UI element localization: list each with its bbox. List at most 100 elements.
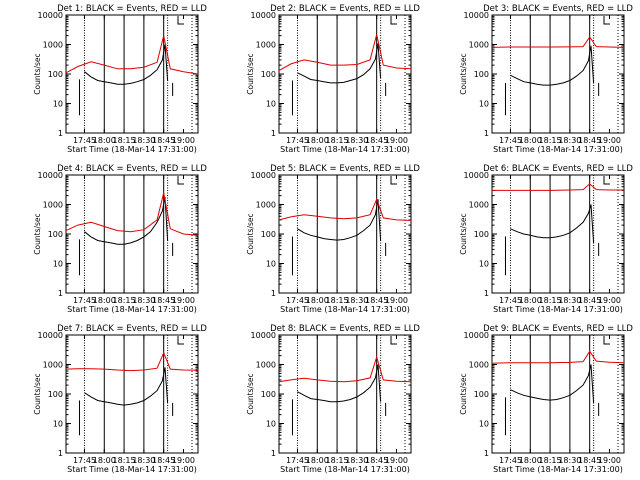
y-tick-label: 1 — [484, 449, 489, 458]
lld-series-line — [65, 35, 199, 75]
lld-series-line — [491, 350, 625, 364]
y-tick-label: 10000 — [464, 171, 489, 180]
bracket-marker — [390, 336, 397, 345]
plot-frame — [65, 174, 199, 294]
x-tick-label: 18:00 — [306, 136, 329, 145]
lld-series-line — [65, 192, 199, 236]
y-tick-label: 1 — [58, 449, 63, 458]
events-series-line — [510, 204, 595, 243]
x-tick-label: 19:00 — [385, 296, 408, 305]
y-tick-label: 100 — [261, 390, 276, 399]
lld-series-line — [492, 183, 624, 191]
y-axis-label: Counts/sec — [459, 373, 468, 414]
events-series-line — [510, 364, 595, 403]
y-tick-label: 1 — [484, 129, 489, 138]
x-tick-label: 19:00 — [172, 456, 195, 465]
y-tick-label: 10 — [266, 260, 276, 269]
plot-frame — [491, 14, 625, 134]
x-tick-label: 17:45 — [499, 456, 522, 465]
y-tick-label: 10000 — [251, 171, 276, 180]
y-tick-label: 1000 — [43, 201, 63, 210]
detector-panel: Det 1: BLACK = Events, RED = LLD 1 10 100 10… — [33, 4, 207, 154]
y-tick-label: 10 — [53, 420, 63, 429]
y-axis-label: Counts/sec — [33, 213, 42, 254]
detector-panel: Det 7: BLACK = Events, RED = LLD 1 10 100 10… — [33, 324, 207, 474]
events-series-line — [84, 367, 169, 406]
x-axis-label: Start Time (18-Mar-14 17:31:00) — [280, 305, 410, 314]
x-tick-label: 19:00 — [598, 296, 621, 305]
x-tick-label: 18:15 — [326, 456, 349, 465]
y-tick-label: 100 — [474, 390, 489, 399]
x-tick-label: 18:00 — [306, 456, 329, 465]
y-axis-label: Counts/sec — [33, 53, 42, 94]
y-tick-label: 1000 — [469, 201, 489, 210]
x-tick-label: 18:15 — [113, 456, 136, 465]
bracket-marker — [177, 16, 184, 25]
x-tick-label: 18:30 — [345, 296, 368, 305]
plot-frame — [278, 334, 412, 454]
x-axis-label: Start Time (18-Mar-14 17:31:00) — [67, 145, 197, 154]
x-tick-label: 17:45 — [73, 296, 96, 305]
bracket-marker — [390, 176, 397, 185]
x-tick-label: 17:45 — [73, 456, 96, 465]
detector-panel: Det 5: BLACK = Events, RED = LLD 1 10 100 10… — [246, 164, 420, 314]
x-tick-label: 18:30 — [132, 136, 155, 145]
y-tick-label: 100 — [48, 230, 63, 239]
x-tick-label: 18:00 — [519, 136, 542, 145]
x-tick-label: 17:45 — [499, 296, 522, 305]
x-axis-label: Start Time (18-Mar-14 17:31:00) — [280, 145, 410, 154]
x-tick-label: 18:30 — [558, 296, 581, 305]
y-tick-label: 10000 — [464, 331, 489, 340]
y-tick-label: 1 — [271, 129, 276, 138]
x-tick-label: 18:45 — [365, 296, 388, 305]
y-tick-label: 100 — [474, 230, 489, 239]
x-tick-label: 19:00 — [172, 136, 195, 145]
plot-frame — [491, 334, 625, 454]
panel-title: Det 3: BLACK = Events, RED = LLD — [483, 4, 633, 14]
events-series-line — [297, 43, 382, 84]
y-tick-label: 10 — [266, 100, 276, 109]
panel-title: Det 7: BLACK = Events, RED = LLD — [57, 324, 207, 334]
y-tick-label: 1000 — [256, 201, 276, 210]
y-tick-label: 10 — [53, 100, 63, 109]
x-tick-label: 19:00 — [598, 136, 621, 145]
x-axis-label: Start Time (18-Mar-14 17:31:00) — [493, 145, 623, 154]
x-tick-label: 18:30 — [558, 456, 581, 465]
panel-title: Det 8: BLACK = Events, RED = LLD — [270, 324, 420, 334]
events-series-line — [510, 45, 595, 86]
events-series-line — [297, 199, 382, 241]
plot-frame — [278, 174, 412, 294]
bracket-marker — [603, 16, 610, 25]
bracket-marker — [390, 16, 397, 25]
y-tick-label: 10000 — [251, 331, 276, 340]
y-tick-label: 10000 — [464, 11, 489, 20]
y-tick-label: 1000 — [43, 41, 63, 50]
y-tick-label: 1 — [58, 129, 63, 138]
x-tick-label: 18:15 — [326, 136, 349, 145]
x-tick-label: 18:15 — [113, 296, 136, 305]
x-axis-label: Start Time (18-Mar-14 17:31:00) — [67, 465, 197, 474]
y-tick-label: 10 — [479, 420, 489, 429]
x-tick-label: 18:45 — [152, 296, 175, 305]
y-tick-label: 1000 — [469, 41, 489, 50]
y-tick-label: 10 — [479, 100, 489, 109]
y-tick-label: 100 — [261, 70, 276, 79]
y-tick-label: 100 — [48, 390, 63, 399]
x-tick-label: 18:00 — [93, 456, 116, 465]
y-tick-label: 1000 — [43, 361, 63, 370]
x-tick-label: 18:15 — [539, 296, 562, 305]
lld-series-line — [491, 36, 625, 48]
y-axis-label: Counts/sec — [246, 373, 255, 414]
x-tick-label: 18:15 — [326, 296, 349, 305]
panel-title: Det 9: BLACK = Events, RED = LLD — [483, 324, 633, 334]
panel-title: Det 4: BLACK = Events, RED = LLD — [57, 164, 207, 174]
lld-series-line — [65, 351, 199, 372]
y-tick-label: 10 — [53, 260, 63, 269]
y-tick-label: 1000 — [256, 361, 276, 370]
y-tick-label: 10000 — [38, 171, 63, 180]
y-axis-label: Counts/sec — [246, 213, 255, 254]
x-tick-label: 18:30 — [132, 296, 155, 305]
detector-panel: Det 2: BLACK = Events, RED = LLD 1 10 100 10… — [246, 4, 420, 154]
x-tick-label: 18:00 — [93, 136, 116, 145]
